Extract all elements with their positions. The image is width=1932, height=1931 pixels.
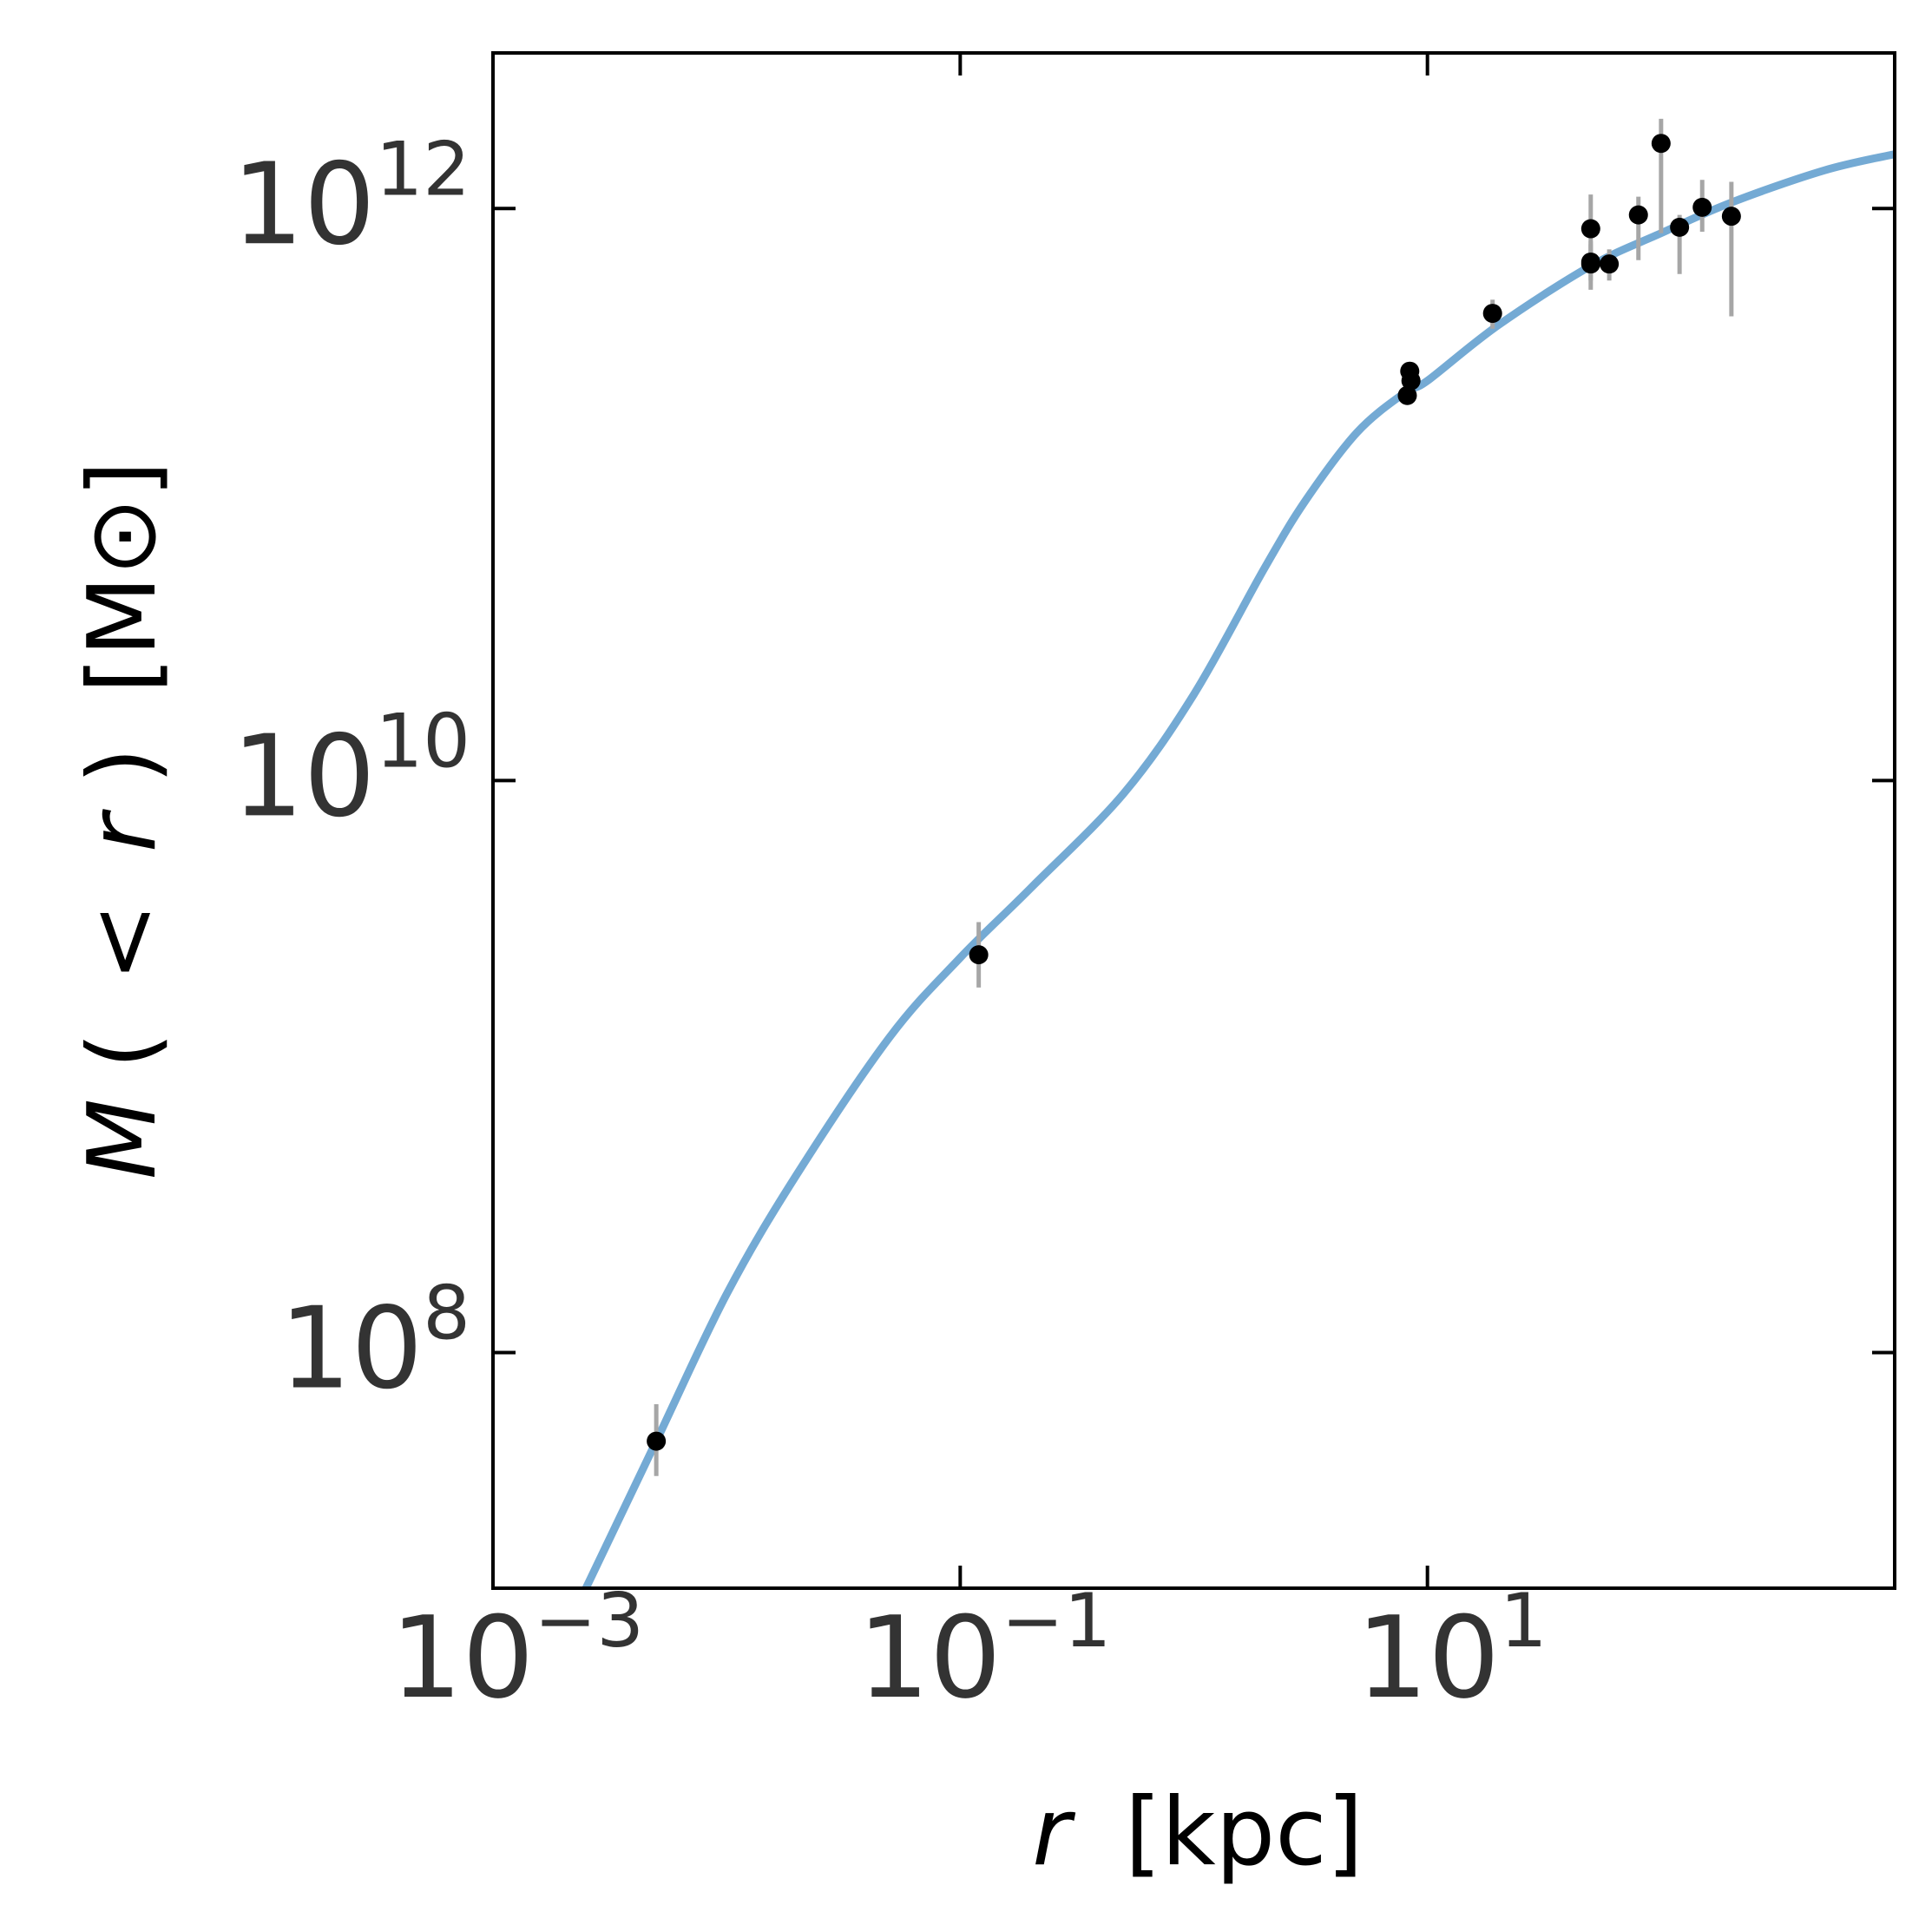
plot-area	[491, 51, 1896, 1590]
y-axis-less-than: <	[69, 903, 177, 982]
y-axis-label: M ( < r ) [M⊙]	[69, 461, 177, 1179]
y-tick-exponent: 10	[376, 698, 470, 785]
model-curve	[582, 150, 1895, 1588]
y-axis-close-paren: )	[69, 747, 177, 784]
y-axis-variable: M	[69, 1099, 177, 1179]
y-tick-base: 10	[232, 138, 375, 270]
data-point	[969, 945, 989, 965]
data-point	[1721, 207, 1741, 227]
data-point	[1628, 205, 1648, 225]
y-tick-base: 10	[232, 710, 375, 842]
x-tick-base: 10	[858, 1592, 1001, 1724]
y-axis-inner-variable: r	[69, 809, 177, 852]
y-tick-exponent: 12	[376, 126, 470, 213]
x-tick-base: 10	[1357, 1592, 1500, 1724]
x-axis-unit: [kpc]	[1125, 1778, 1364, 1887]
data-point	[1651, 134, 1671, 154]
x-tick-label: 10−1	[858, 1578, 1111, 1724]
y-axis-open-paren: (	[69, 1032, 177, 1068]
data-point	[1401, 371, 1421, 391]
x-tick-label: 101	[1357, 1578, 1548, 1724]
data-point	[1692, 197, 1712, 217]
y-tick-label: 1010	[232, 698, 470, 842]
x-tick-base: 10	[391, 1592, 534, 1724]
x-axis-variable: r	[1032, 1778, 1075, 1887]
data-point	[1580, 254, 1600, 274]
y-axis-unit: [M⊙]	[69, 461, 177, 693]
x-tick-exponent: 1	[1500, 1578, 1548, 1665]
y-tick-label: 1012	[232, 126, 470, 270]
data-point	[1397, 385, 1417, 405]
x-axis-label: r [kpc]	[1032, 1778, 1364, 1887]
data-point	[1600, 254, 1620, 274]
plot-content	[582, 118, 1895, 1588]
data-point	[1580, 219, 1600, 239]
y-tick-exponent: 8	[423, 1270, 470, 1356]
axis-ticks	[491, 53, 1895, 1588]
data-point	[1670, 217, 1690, 237]
data-point	[1482, 304, 1502, 324]
x-tick-label: 10−3	[391, 1578, 644, 1724]
y-tick-base: 10	[279, 1282, 423, 1414]
y-tick-label: 108	[279, 1270, 470, 1414]
x-tick-exponent: −1	[1002, 1578, 1112, 1665]
x-tick-exponent: −3	[534, 1578, 644, 1665]
data-point	[647, 1431, 667, 1451]
plot-frame	[491, 51, 1896, 1590]
